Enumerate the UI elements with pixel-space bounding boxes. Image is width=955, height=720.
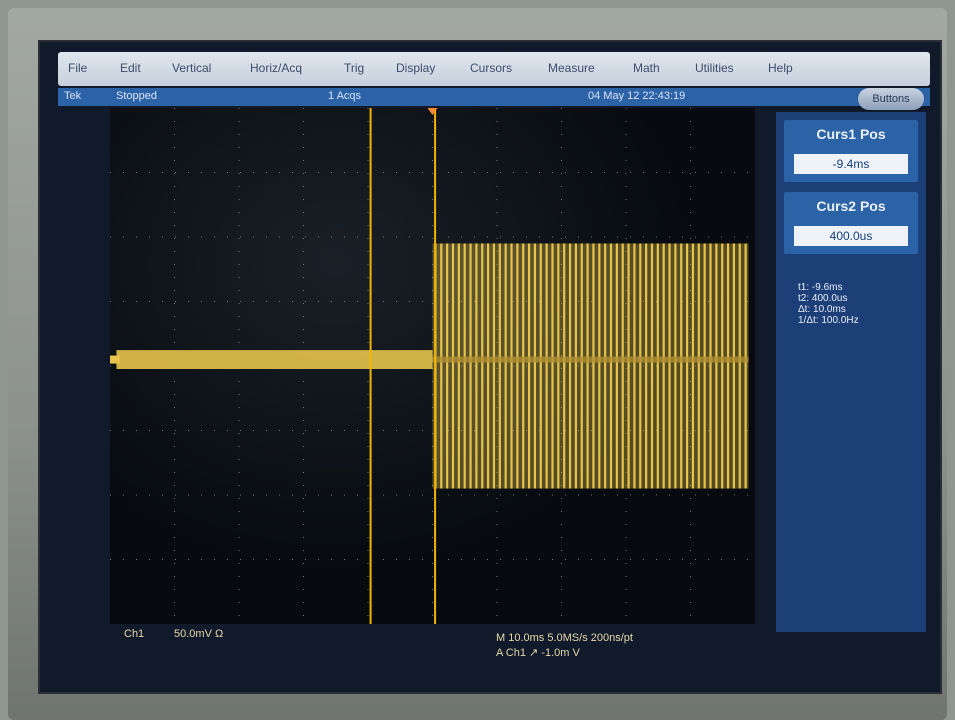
menu-utilities[interactable]: Utilities — [695, 61, 734, 75]
waveform-display — [110, 108, 755, 624]
curs2-control[interactable]: Curs2 Pos 400.0us — [784, 192, 918, 254]
acq-count: 1 Acqs — [328, 90, 362, 102]
readout-t2: t2: 400.0us — [798, 293, 848, 304]
curs1-value[interactable]: -9.4ms — [794, 154, 908, 174]
menu-display[interactable]: Display — [396, 61, 436, 75]
acq-state: Stopped — [116, 90, 157, 102]
menu-measure[interactable]: Measure — [548, 61, 595, 75]
cursor-readouts: t1: -9.6ms t2: 400.0us Δt: 10.0ms 1/Δt: … — [798, 282, 859, 326]
waveform-burst-midline — [432, 356, 749, 363]
cursor-panel: Curs1 Pos -9.4ms Curs2 Pos 400.0us t1: -… — [776, 112, 926, 632]
timebase-readout: M 10.0ms 5.0MS/s 200ns/pt — [496, 632, 633, 644]
readout-t1: t1: -9.6ms — [798, 282, 843, 293]
curs1-label: Curs1 Pos — [816, 126, 886, 142]
curs1-control[interactable]: Curs1 Pos -9.4ms — [784, 120, 918, 182]
menu-bar: File Edit Vertical Horiz/Acq Trig Displa… — [58, 52, 930, 86]
vertical-scale: 50.0mV Ω — [174, 628, 224, 640]
readout-inv-delta: 1/Δt: 100.0Hz — [798, 315, 859, 326]
menu-cursors[interactable]: Cursors — [470, 61, 513, 75]
waveform-burst-envelope — [432, 243, 749, 489]
menu-file[interactable]: File — [68, 61, 88, 75]
menu-help[interactable]: Help — [768, 61, 793, 75]
curs2-value[interactable]: 400.0us — [794, 226, 908, 246]
menu-vertical[interactable]: Vertical — [172, 61, 212, 75]
brand-label: Tek — [64, 90, 82, 102]
waveform-baseline — [116, 350, 433, 369]
trigger-marker-icon — [427, 108, 438, 115]
menu-math[interactable]: Math — [633, 61, 660, 75]
status-bar: Tek Stopped 1 Acqs 04 May 12 22:43:19 — [58, 88, 930, 106]
waveform-chart — [110, 108, 755, 624]
datetime-label: 04 May 12 22:43:19 — [588, 90, 686, 102]
menu-horiz-acq[interactable]: Horiz/Acq — [250, 61, 303, 75]
readout-delta: Δt: 10.0ms — [798, 304, 846, 315]
menu-edit[interactable]: Edit — [120, 61, 141, 75]
buttons-button[interactable]: Buttons — [858, 88, 924, 110]
channel-ground-marker-icon — [110, 355, 120, 364]
menu-trig[interactable]: Trig — [344, 61, 365, 75]
trigger-readout: A Ch1 ↗ -1.0m V — [496, 647, 580, 659]
channel-label: Ch1 — [124, 628, 145, 640]
oscilloscope-screen: File Edit Vertical Horiz/Acq Trig Displa… — [38, 40, 942, 694]
curs2-label: Curs2 Pos — [816, 198, 886, 214]
